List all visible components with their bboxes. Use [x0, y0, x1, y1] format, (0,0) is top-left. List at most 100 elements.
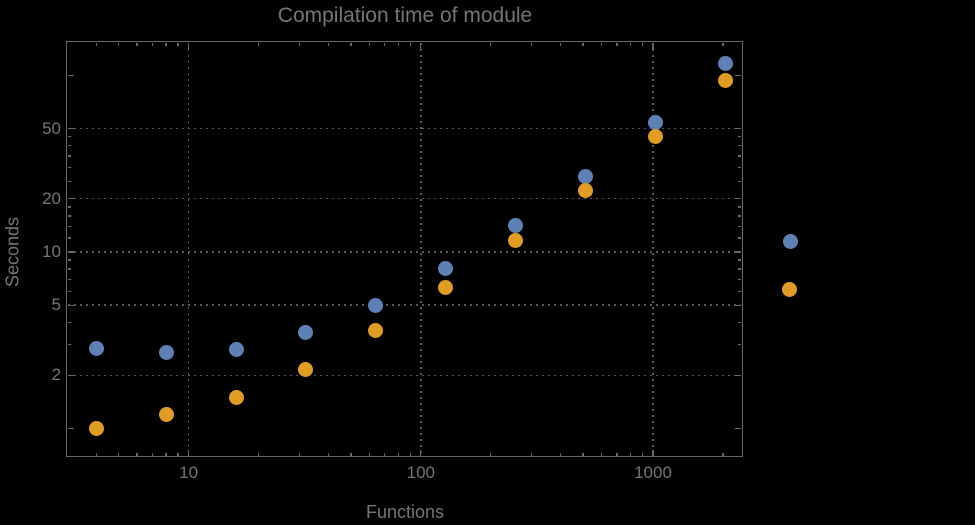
x-tick: [177, 42, 179, 46]
x-tick: [616, 452, 618, 456]
y-tick: [735, 198, 742, 200]
y-tick: [735, 374, 742, 377]
y-tick: [737, 225, 742, 227]
x-tick: [616, 42, 618, 46]
x-tick: [95, 452, 97, 456]
x-tick: [530, 42, 533, 46]
y-tick: [737, 135, 742, 138]
y-tick: [737, 215, 742, 217]
x-tick: [327, 452, 330, 456]
x-tick: [165, 42, 167, 46]
data-point-series-1: [298, 325, 314, 341]
x-tick: [629, 452, 632, 456]
data-point-series-2: [228, 390, 244, 406]
y-tick: [67, 225, 71, 227]
x-tick: [177, 452, 179, 456]
x-tick: [409, 452, 411, 456]
x-tick-label: 10: [179, 463, 199, 482]
x-tick: [652, 42, 654, 49]
x-tick: [530, 452, 533, 456]
y-tick: [67, 268, 71, 270]
x-tick: [368, 452, 370, 456]
data-point-series-2: [578, 182, 593, 198]
legend-marker-series-2: [781, 281, 797, 297]
x-tick: [298, 452, 301, 456]
x-tick: [384, 452, 386, 456]
x-tick: [384, 42, 386, 46]
y-tick-label: 20: [42, 188, 61, 208]
x-tick: [368, 42, 370, 46]
y-tick: [67, 278, 71, 280]
y-tick: [735, 427, 742, 430]
y-tick: [737, 268, 742, 270]
y-tick: [67, 251, 74, 253]
data-point-series-1: [228, 342, 244, 358]
data-point-series-2: [298, 362, 314, 378]
data-point-series-2: [647, 129, 663, 145]
y-tick-label: 5: [51, 295, 61, 315]
y-tick: [67, 135, 71, 138]
data-point-series-1: [578, 169, 593, 185]
y-tick: [737, 144, 742, 147]
y-tick: [737, 181, 742, 183]
x-tick: [187, 450, 190, 456]
x-gridline: [420, 42, 422, 456]
y-tick: [67, 198, 74, 200]
data-point-series-2: [438, 279, 454, 295]
y-tick: [67, 321, 71, 323]
x-tick: [397, 452, 399, 456]
x-tick-label: 100: [406, 463, 435, 482]
data-point-series-1: [368, 297, 384, 313]
x-tick-label: 1000: [634, 463, 672, 482]
x-tick: [257, 42, 260, 46]
x-axis-label: Functions: [365, 502, 445, 522]
y-tick: [737, 278, 742, 280]
data-point-series-1: [438, 260, 454, 276]
y-tick: [735, 304, 742, 306]
x-tick: [641, 452, 644, 456]
data-point-series-1: [88, 340, 104, 356]
data-point-series-2: [717, 73, 733, 89]
x-gridline: [187, 42, 190, 456]
legend-marker-series-1: [782, 233, 798, 249]
x-gridline: [652, 42, 654, 456]
y-tick: [67, 343, 71, 345]
x-tick: [409, 42, 411, 46]
data-point-series-1: [158, 344, 174, 360]
x-tick: [95, 42, 97, 46]
y-tick: [67, 427, 74, 430]
x-tick: [350, 452, 352, 456]
y-tick: [67, 206, 71, 208]
y-tick: [737, 259, 742, 261]
x-tick: [187, 42, 190, 49]
data-point-series-2: [88, 421, 104, 437]
y-tick: [67, 259, 71, 261]
x-tick: [118, 42, 120, 46]
x-tick: [582, 42, 584, 46]
y-tick: [67, 290, 71, 292]
x-tick: [600, 452, 603, 456]
y-tick: [67, 155, 71, 157]
x-tick: [559, 42, 562, 46]
x-tick: [151, 452, 154, 456]
x-tick: [490, 452, 492, 456]
y-tick: [67, 74, 74, 76]
y-tick: [737, 321, 742, 323]
x-tick: [165, 452, 167, 456]
data-point-series-1: [647, 115, 663, 131]
y-gridline: [67, 374, 741, 377]
y-tick: [67, 181, 71, 183]
data-point-series-1: [717, 56, 733, 72]
x-tick: [559, 452, 562, 456]
x-tick: [327, 42, 330, 46]
y-tick: [737, 167, 742, 169]
data-point-series-2: [368, 322, 384, 338]
x-tick: [151, 42, 154, 46]
data-point-series-1: [508, 217, 524, 233]
x-tick: [350, 42, 352, 46]
y-tick: [67, 304, 74, 306]
x-tick: [652, 450, 654, 456]
x-tick: [582, 452, 584, 456]
